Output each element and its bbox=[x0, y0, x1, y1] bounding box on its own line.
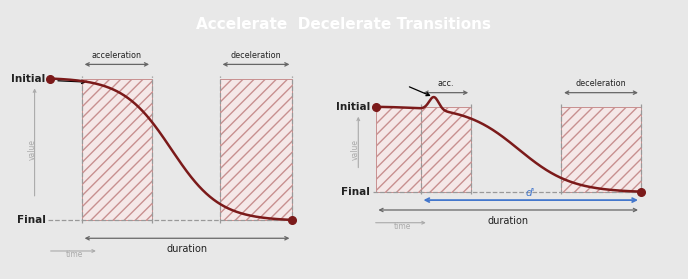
Text: duration: duration bbox=[166, 244, 208, 254]
Text: time: time bbox=[66, 250, 83, 259]
Bar bbox=[82, 78, 152, 220]
Text: value: value bbox=[28, 139, 36, 160]
Bar bbox=[219, 78, 292, 220]
Text: Accelerate  Decelerate Transitions: Accelerate Decelerate Transitions bbox=[197, 17, 491, 32]
Text: Final: Final bbox=[17, 215, 45, 225]
Text: Initial: Initial bbox=[336, 102, 370, 112]
Bar bbox=[376, 107, 420, 192]
Text: acceleration: acceleration bbox=[92, 51, 142, 60]
Bar bbox=[561, 107, 641, 192]
Text: Initial: Initial bbox=[11, 74, 45, 83]
Text: duration: duration bbox=[488, 216, 529, 226]
Text: deceleration: deceleration bbox=[576, 80, 626, 88]
Bar bbox=[420, 107, 471, 192]
Text: deceleration: deceleration bbox=[230, 51, 281, 60]
Text: acc.: acc. bbox=[438, 80, 454, 88]
Text: value: value bbox=[351, 139, 360, 160]
Text: d': d' bbox=[526, 188, 535, 198]
Text: Final: Final bbox=[341, 187, 370, 197]
Text: time: time bbox=[394, 222, 411, 231]
